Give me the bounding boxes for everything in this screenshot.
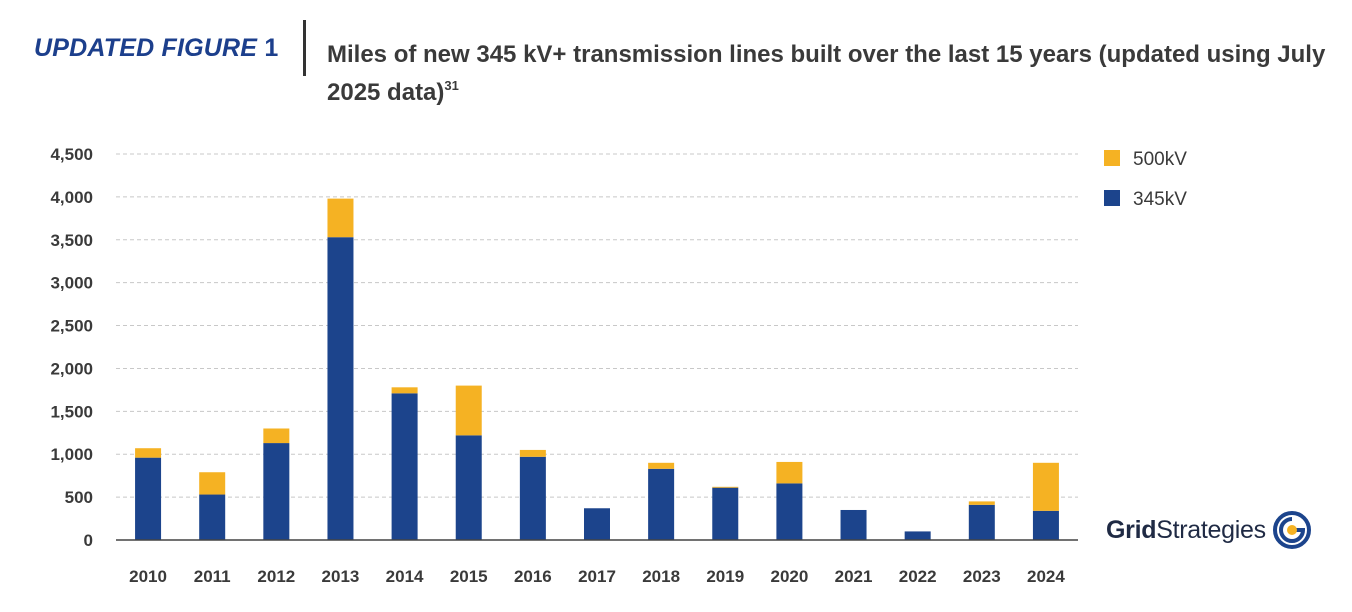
y-tick-label: 500 [65,488,93,507]
header-divider [303,20,306,76]
bar-500kv [712,486,739,488]
x-tick-label: 2013 [322,567,360,586]
bar-500kv [391,387,418,394]
x-tick-label: 2010 [129,567,167,586]
legend-label-500kv: 500kV [1133,149,1187,170]
y-tick-label: 1,500 [50,402,93,421]
bar-345kv [199,494,226,540]
y-tick-label: 1,000 [50,445,93,464]
x-tick-label: 2018 [642,567,680,586]
figure-title: Miles of new 345 kV+ transmission lines … [327,36,1327,112]
bar-500kv [776,461,803,484]
x-tick-label: 2023 [963,567,1001,586]
logo-text-bold: Grid [1106,515,1157,544]
figure-label: UPDATED FIGURE 1 [34,34,278,63]
y-tick-label: 2,500 [50,317,93,336]
y-tick-label: 3,500 [50,231,93,250]
bar-500kv [135,448,162,458]
bar-500kv [199,472,226,495]
bar-345kv [712,487,739,540]
bar-345kv [327,237,354,540]
bar-500kv [1032,462,1059,511]
bar-345kv [263,443,290,540]
figure-title-text: Miles of new 345 kV+ transmission lines … [327,41,1326,106]
bar-345kv [135,457,162,540]
bar-345kv [776,483,803,540]
bar-345kv [1032,510,1059,540]
y-tick-label: 2,000 [50,359,93,378]
bar-500kv [455,385,482,436]
bar-345kv [968,504,995,540]
grid-strategies-logo: GridStrategies [1106,510,1312,550]
bar-500kv [968,501,995,505]
grid-strategies-logo-icon [1272,511,1311,549]
logo-text: GridStrategies [1106,516,1266,545]
y-tick-label: 4,000 [50,188,93,207]
x-tick-label: 2017 [578,567,616,586]
bar-345kv [648,468,675,540]
bar-345kv [519,456,546,540]
legend-swatch-345kv [1104,190,1120,206]
x-tick-label: 2016 [514,567,552,586]
x-tick-label: 2022 [899,567,937,586]
x-tick-label: 2012 [257,567,295,586]
bar-345kv [840,509,867,540]
x-tick-label: 2011 [194,567,231,586]
figure-label-word: UPDATED FIGURE [34,34,258,62]
x-tick-label: 2019 [706,567,744,586]
bar-500kv [519,449,546,457]
legend-label-345kv: 345kV [1133,189,1187,210]
y-tick-label: 4,500 [50,145,93,164]
bar-345kv [904,531,931,540]
y-tick-label: 0 [84,531,93,550]
x-tick-label: 2020 [770,567,808,586]
bar-345kv [584,508,610,540]
bar-500kv [263,428,290,444]
figure-label-number: 1 [264,34,279,62]
bar-345kv [455,435,482,540]
x-tick-label: 2024 [1027,567,1065,586]
bar-345kv [391,393,418,540]
figure-title-footnote: 31 [444,78,459,93]
x-tick-label: 2014 [386,567,424,586]
bar-500kv [648,462,675,469]
y-tick-label: 3,000 [50,274,93,293]
x-tick-label: 2015 [450,567,488,586]
legend-swatch-500kv [1104,150,1120,166]
bar-500kv [327,198,354,238]
logo-text-regular: Strategies [1156,515,1266,544]
x-tick-label: 2021 [835,567,873,586]
